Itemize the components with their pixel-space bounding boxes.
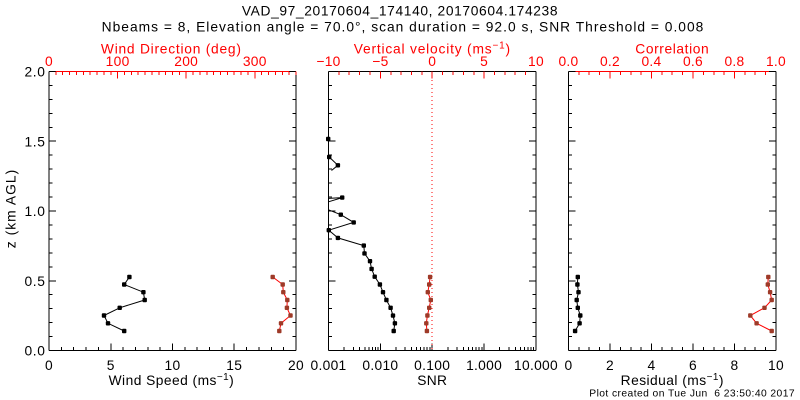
svg-text:Wind Speed (ms−1): Wind Speed (ms−1) (109, 372, 235, 388)
svg-text:8: 8 (731, 358, 739, 373)
svg-text:0: 0 (45, 54, 53, 69)
svg-text:Plot created on Tue Jun 6 23:: Plot created on Tue Jun 6 23:50:40 2017 (589, 389, 795, 400)
svg-text:100: 100 (106, 54, 130, 69)
svg-text:1.0: 1.0 (25, 204, 46, 219)
svg-text:20: 20 (288, 358, 304, 373)
svg-text:15: 15 (226, 358, 242, 373)
svg-text:6: 6 (689, 358, 697, 373)
svg-text:10: 10 (768, 358, 784, 373)
svg-text:0.2: 0.2 (600, 54, 620, 69)
svg-text:0: 0 (565, 358, 573, 373)
svg-text:0.4: 0.4 (641, 54, 661, 69)
svg-text:−5: −5 (372, 54, 388, 69)
svg-text:Vertical velocity (ms−1): Vertical velocity (ms−1) (354, 41, 511, 57)
svg-text:0.5: 0.5 (25, 274, 46, 289)
svg-text:2.0: 2.0 (25, 65, 46, 80)
svg-text:10.000: 10.000 (514, 358, 558, 373)
svg-text:SNR: SNR (417, 373, 447, 388)
svg-text:2: 2 (606, 358, 614, 373)
svg-text:5: 5 (107, 358, 115, 373)
svg-text:4: 4 (648, 358, 656, 373)
svg-text:1.0: 1.0 (766, 54, 786, 69)
svg-text:1.5: 1.5 (25, 134, 46, 149)
svg-text:200: 200 (174, 54, 198, 69)
svg-text:VAD_97_20170604_174140, 201706: VAD_97_20170604_174140, 20170604.174238 (242, 4, 558, 19)
svg-text:0.6: 0.6 (683, 54, 703, 69)
svg-text:Nbeams = 8, Elevation angle =: Nbeams = 8, Elevation angle = 70.0°, sca… (102, 20, 705, 35)
svg-text:Correlation: Correlation (635, 42, 709, 57)
svg-text:Wind Direction (deg): Wind Direction (deg) (101, 42, 242, 57)
svg-text:10: 10 (528, 54, 544, 69)
svg-text:5: 5 (480, 54, 488, 69)
svg-text:Residual (ms−1): Residual (ms−1) (621, 372, 724, 388)
svg-text:0.0: 0.0 (25, 344, 46, 359)
svg-text:0: 0 (428, 54, 436, 69)
svg-text:0.8: 0.8 (724, 54, 744, 69)
svg-text:10: 10 (165, 358, 181, 373)
svg-text:0.010: 0.010 (362, 358, 398, 373)
svg-text:1.000: 1.000 (466, 358, 502, 373)
svg-text:0.001: 0.001 (310, 358, 346, 373)
svg-text:0.100: 0.100 (414, 358, 450, 373)
svg-text:0: 0 (45, 358, 53, 373)
svg-text:300: 300 (243, 54, 267, 69)
svg-text:0.0: 0.0 (558, 54, 578, 69)
svg-text:−10: −10 (316, 54, 340, 69)
svg-text:z (km AGL): z (km AGL) (4, 169, 19, 249)
